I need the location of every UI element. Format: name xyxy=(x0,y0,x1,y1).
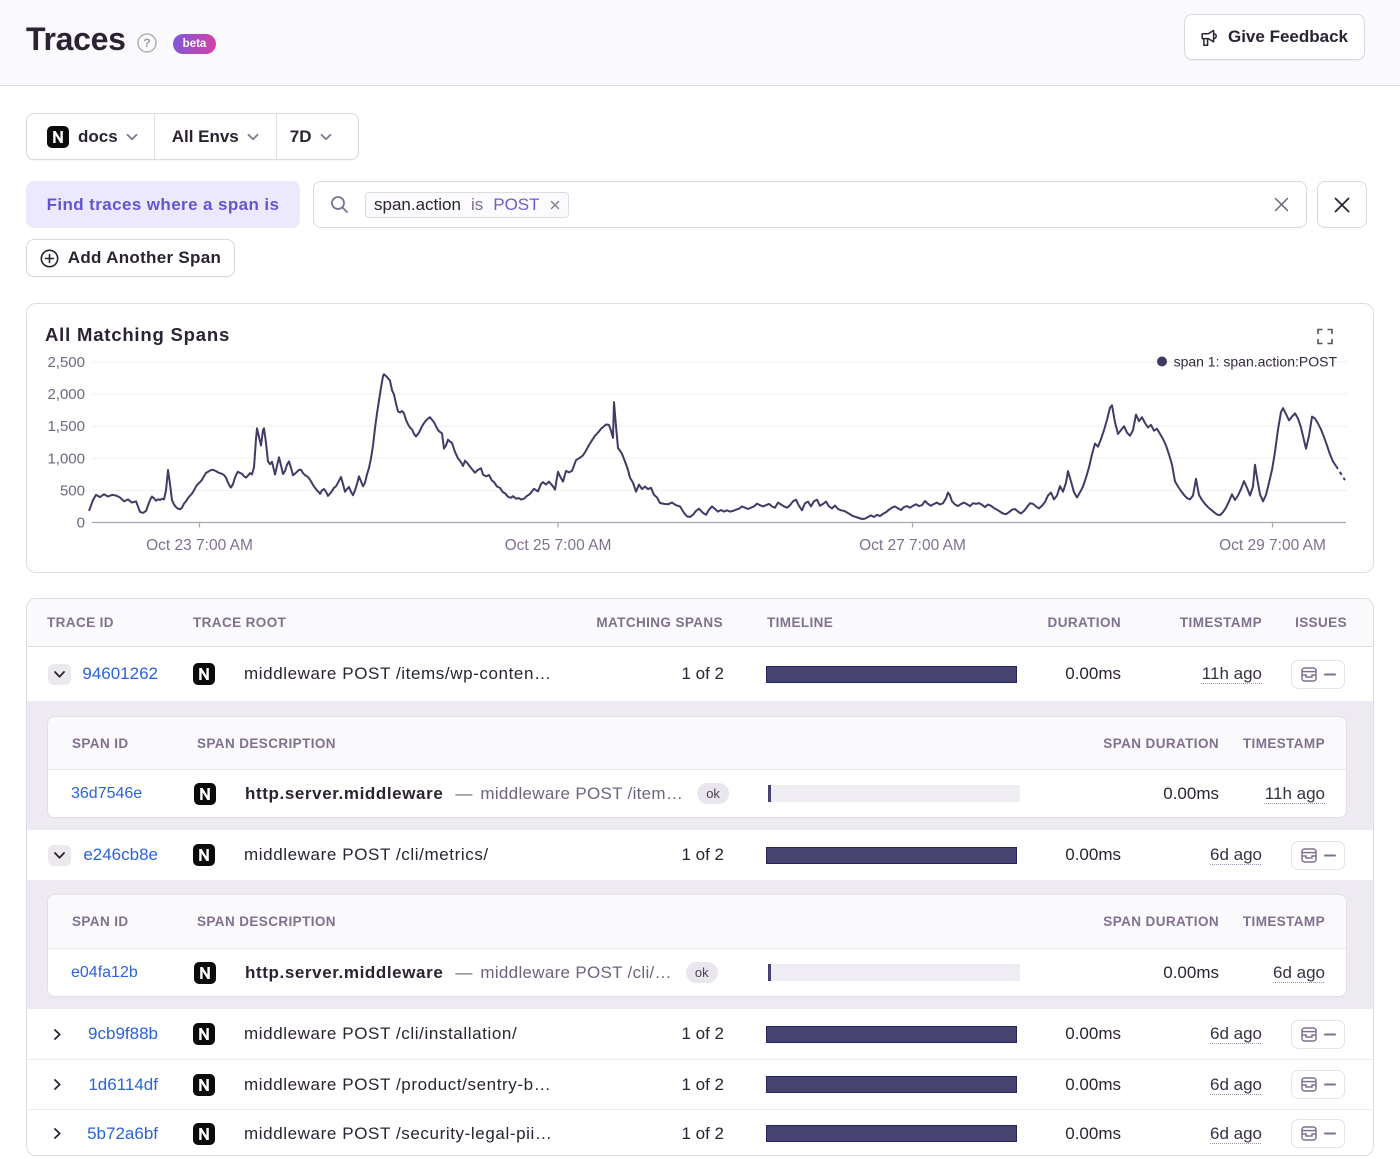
svg-text:?: ? xyxy=(143,36,150,50)
svg-text:Oct 23 7:00 AM: Oct 23 7:00 AM xyxy=(146,537,253,554)
svg-text:2,500: 2,500 xyxy=(47,354,85,371)
svg-text:0: 0 xyxy=(77,515,85,532)
svg-text:1,500: 1,500 xyxy=(47,418,85,435)
svg-text:Oct 25 7:00 AM: Oct 25 7:00 AM xyxy=(505,537,612,554)
svg-text:500: 500 xyxy=(60,482,85,499)
svg-text:Oct 29 7:00 AM: Oct 29 7:00 AM xyxy=(1219,537,1326,554)
svg-text:Oct 27 7:00 AM: Oct 27 7:00 AM xyxy=(859,537,966,554)
svg-text:2,000: 2,000 xyxy=(47,386,85,403)
svg-text:span 1: span.action:POST: span 1: span.action:POST xyxy=(1174,354,1338,370)
svg-text:1,000: 1,000 xyxy=(47,450,85,467)
